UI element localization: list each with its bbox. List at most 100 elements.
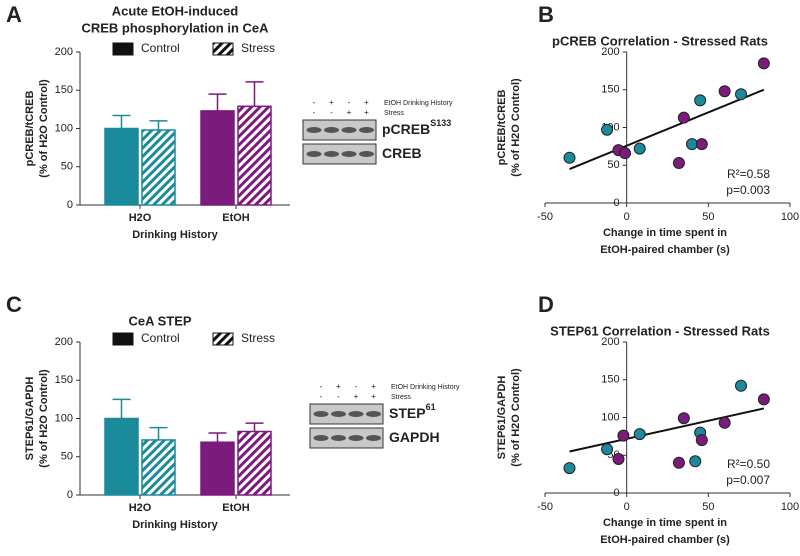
y-tick-label: 150 <box>601 84 619 96</box>
blot-band <box>366 411 381 417</box>
point <box>672 156 685 169</box>
point <box>563 462 576 475</box>
blot-band <box>359 151 374 157</box>
point <box>601 443 614 456</box>
bar <box>237 105 272 206</box>
blot-row-label: EtOH Drinking History <box>391 384 460 391</box>
chart-title: Acute EtOH-induced <box>112 3 238 18</box>
blot-sign: - <box>337 392 340 401</box>
x-axis-label: Drinking History <box>132 519 218 531</box>
blot-sign: - <box>313 108 316 117</box>
blot-sign: + <box>329 98 334 107</box>
x-tick-label: -50 <box>537 211 553 223</box>
x-axis-label: Change in time spent in <box>603 227 727 239</box>
blot-band <box>341 127 357 133</box>
y-tick-label: 50 <box>607 159 619 171</box>
point <box>735 379 747 392</box>
x-axis-label: Change in time spent in <box>603 517 727 529</box>
x-tick-label: 0 <box>624 211 630 223</box>
chart-title: STEP61 Correlation - Stressed Rats <box>550 323 770 338</box>
x-tick-label: EtOH <box>222 502 250 514</box>
blot-band-superscript: 61 <box>426 402 436 412</box>
blot-band-label: pCREBS133 <box>382 118 451 136</box>
blot-band-superscript: S133 <box>430 118 451 128</box>
point <box>617 429 630 442</box>
legend-label: Stress <box>241 41 275 55</box>
point <box>633 142 646 155</box>
y-axis-label: pCREB/tCREB <box>496 90 508 166</box>
error-bar <box>245 81 264 107</box>
error-bar <box>208 93 227 111</box>
chart-title: CeA STEP <box>128 313 191 328</box>
blot-band-name: STEP <box>389 405 426 421</box>
point <box>718 416 731 429</box>
x-axis-label: Drinking History <box>132 229 218 241</box>
panel-label: D <box>538 292 554 317</box>
y-tick-label: 50 <box>61 451 73 463</box>
annotation: p=0.003 <box>726 183 770 197</box>
point <box>672 456 685 469</box>
blot-band-name: GAPDH <box>389 429 440 445</box>
panel-label: B <box>538 2 554 27</box>
blot-row-label: EtOH Drinking History <box>384 100 453 107</box>
x-tick-label: 50 <box>702 211 714 223</box>
y-tick-label: 100 <box>55 122 73 134</box>
blot-strip <box>302 143 377 165</box>
blot-band-label: CREB <box>382 145 422 161</box>
blot-strip <box>309 403 384 425</box>
x-tick-label: 100 <box>781 501 799 513</box>
y-tick-label: 100 <box>55 412 73 424</box>
error-bar <box>112 398 131 419</box>
blot-band-label: STEP61 <box>389 402 436 420</box>
y-tick-label: 100 <box>601 411 619 423</box>
y-tick-label: 200 <box>55 46 73 58</box>
point <box>695 434 708 447</box>
y-tick-label: 200 <box>601 46 619 58</box>
legend-swatch <box>212 42 234 56</box>
error-bar <box>208 432 227 443</box>
blot-strip <box>309 427 384 449</box>
blot-band-name: CREB <box>382 145 422 161</box>
point <box>612 453 625 466</box>
blot-row-label: Stress <box>384 110 404 117</box>
blot-band-label: GAPDH <box>389 429 440 445</box>
blot-sign: + <box>371 382 376 391</box>
blot-band <box>306 127 322 133</box>
error-bar <box>149 426 168 440</box>
blot-sign: - <box>320 382 323 391</box>
x-axis-label: EtOH-paired chamber (s) <box>600 244 730 256</box>
blot-band <box>348 411 364 417</box>
bar <box>200 441 235 496</box>
bar <box>141 129 176 206</box>
blot-row-label: Stress <box>391 394 411 401</box>
fit-line <box>569 88 765 170</box>
blot-band <box>306 151 322 157</box>
blot-band <box>331 411 346 417</box>
bar <box>104 417 139 496</box>
x-tick-label: 50 <box>702 501 714 513</box>
blot-band <box>313 411 329 417</box>
blot-band <box>341 151 357 157</box>
x-tick-label: H2O <box>129 212 152 224</box>
error-bar <box>245 422 264 432</box>
blot-sign: + <box>371 392 376 401</box>
y-tick-label: 150 <box>55 84 73 96</box>
blot-sign: + <box>364 108 369 117</box>
blot-band <box>348 435 364 441</box>
point <box>757 57 770 70</box>
y-tick-label: 50 <box>61 161 73 173</box>
y-tick-label: 0 <box>614 487 620 499</box>
blot-band <box>331 435 346 441</box>
legend-swatch <box>112 42 134 56</box>
point <box>695 138 708 151</box>
legend-swatch <box>212 332 234 346</box>
error-bar <box>112 114 131 129</box>
blot-strip <box>302 119 377 141</box>
bar <box>141 439 176 496</box>
y-axis-label: (% of H2O Control) <box>510 368 522 467</box>
y-tick-label: 0 <box>67 199 73 211</box>
point <box>563 151 576 164</box>
x-tick-label: H2O <box>129 502 152 514</box>
blot-sign: + <box>336 382 341 391</box>
